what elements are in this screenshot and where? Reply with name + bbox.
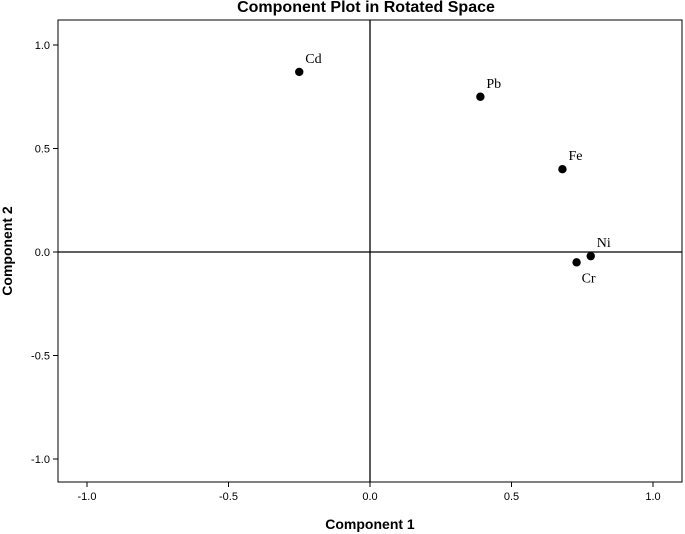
reference-lines [58,20,682,482]
x-axis-title: Component 1 [325,516,415,532]
point-ni [586,251,595,261]
y-axis: 1.0 0.5 0.0 -0.5 -1.0 [31,40,58,466]
y-tick-label: -1.0 [31,454,50,466]
point-pb [476,92,485,101]
point-cd [295,67,304,77]
x-tick-label: 0.0 [362,491,377,503]
point-label-pb: Pb [486,77,501,92]
point-label-fe: Fe [568,149,582,164]
x-tick-label: 1.0 [645,491,660,503]
y-axis-title: Component 2 [0,206,15,296]
chart-title: Component Plot in Rotated Space [237,0,495,16]
point-cr [572,258,581,267]
point-label-ni: Ni [597,236,611,251]
x-tick-label: 0.5 [504,491,519,503]
x-axis: -1.0 -0.5 0.0 0.5 1.0 [78,482,661,503]
point-label-cd: Cd [305,52,321,67]
data-points: Cd Pb Fe Ni Cr [295,52,611,286]
y-tick-label: 0.0 [35,247,50,259]
point-label-cr: Cr [582,271,596,286]
y-tick-label: 1.0 [35,40,50,52]
x-tick-label: -1.0 [78,491,97,503]
x-tick-label: -0.5 [219,491,238,503]
point-fe [558,165,567,174]
y-tick-label: -0.5 [31,351,50,363]
y-tick-label: 0.5 [35,144,50,156]
